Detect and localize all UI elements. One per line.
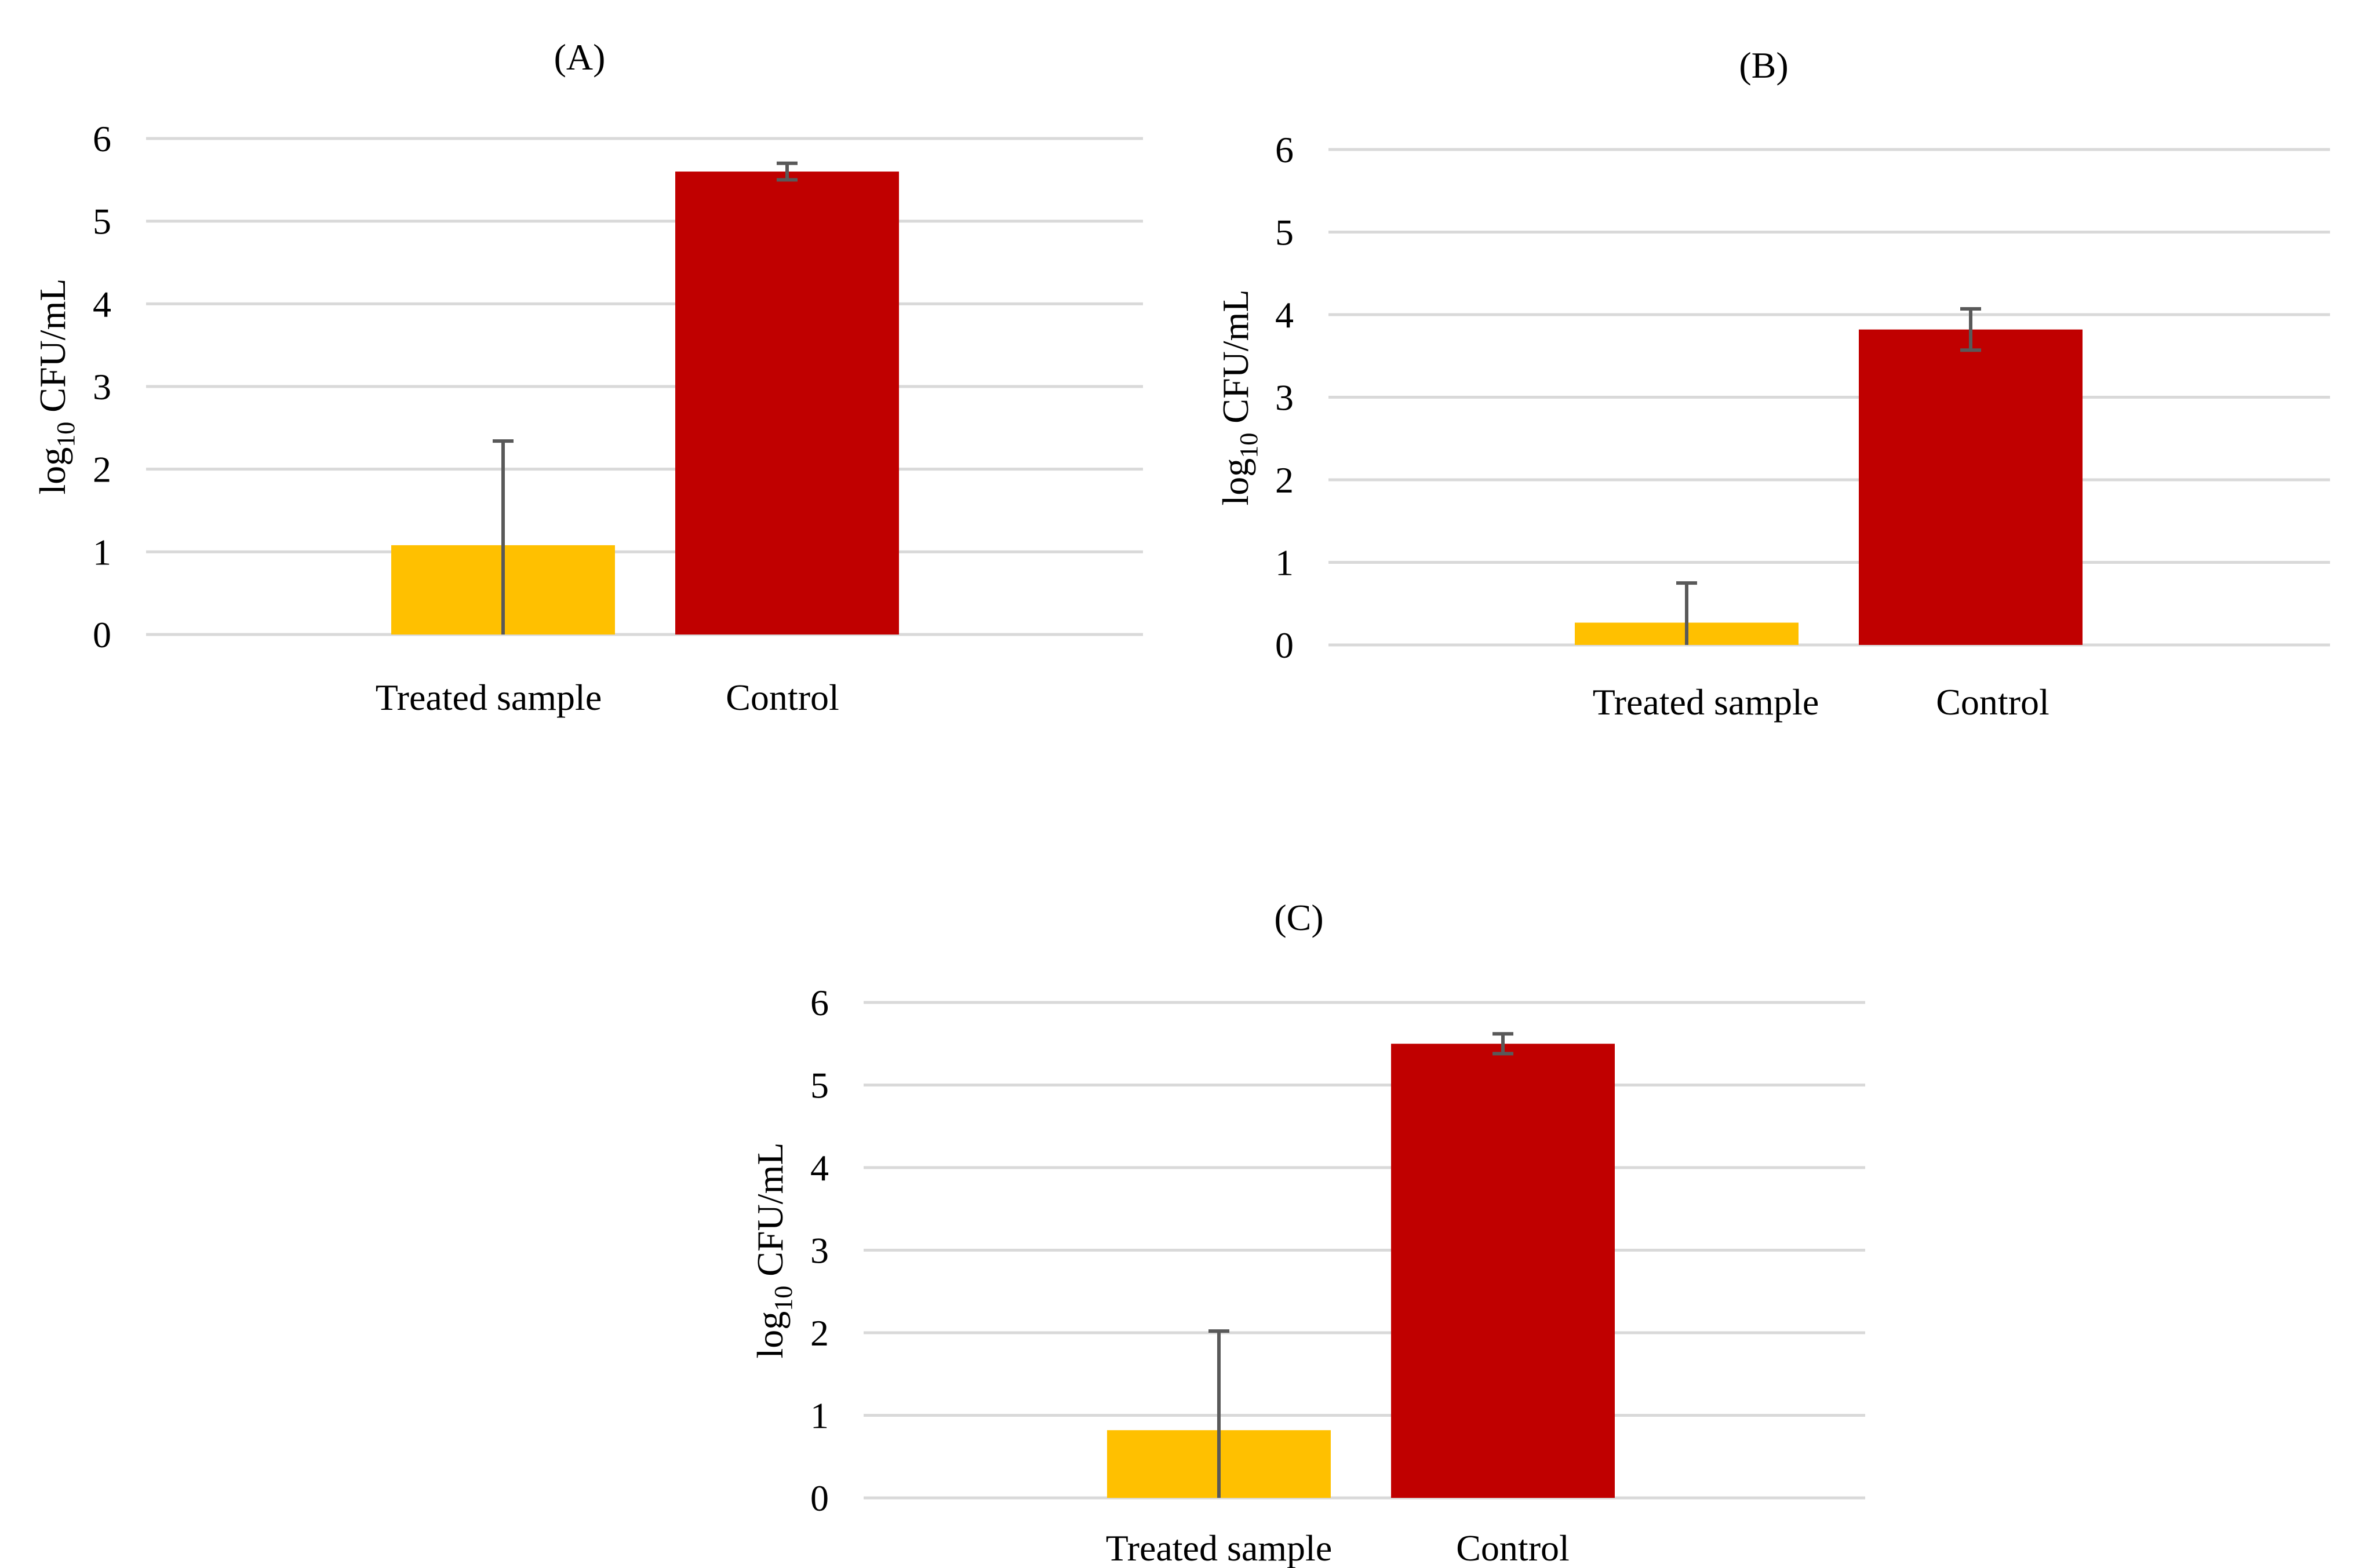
y-tick-label: 1	[810, 1395, 829, 1436]
y-tick-label: 5	[1275, 212, 1294, 253]
category-label: Control	[726, 677, 839, 718]
y-tick-label: 0	[1275, 625, 1294, 666]
error-bar	[1492, 1032, 1513, 1056]
y-axis-label-subscript: 10	[1235, 433, 1263, 458]
y-axis-label: log10 CFU/mL	[1215, 290, 1263, 506]
y-tick-label: 3	[1275, 377, 1294, 418]
y-axis-label-units: CFU/mL	[1215, 290, 1256, 433]
error-bar	[1960, 307, 1981, 352]
y-axis-label: log10 CFU/mL	[32, 279, 80, 495]
y-tick-label: 1	[93, 531, 111, 572]
y-tick-label: 6	[1275, 129, 1294, 170]
category-label: Treated sample	[1593, 681, 1819, 723]
y-tick-label: 0	[810, 1478, 829, 1519]
bar-control	[1859, 329, 2083, 645]
y-tick-label: 2	[1275, 460, 1294, 501]
chart-panel-b: (B) 0 1 2 3 4 5 6 log10 CFU/mL Treated sample Cont…	[1215, 45, 2330, 723]
y-tick-label: 6	[93, 118, 111, 159]
y-axis-label-base: log	[749, 1311, 791, 1359]
y-tick-label: 3	[93, 366, 111, 407]
bar-control	[675, 172, 899, 635]
chart-title: (B)	[1739, 45, 1788, 86]
category-label: Treated sample	[376, 677, 602, 718]
y-tick-label: 3	[810, 1230, 829, 1271]
y-axis-label-subscript: 10	[769, 1286, 798, 1311]
y-tick-label: 0	[93, 614, 111, 655]
category-label: Control	[1456, 1527, 1570, 1568]
y-tick-label: 2	[93, 449, 111, 490]
y-tick-label: 4	[810, 1147, 829, 1188]
category-label: Control	[1936, 681, 2049, 723]
y-tick-label: 2	[810, 1312, 829, 1354]
y-axis-label-units: CFU/mL	[749, 1143, 791, 1286]
error-bar	[777, 161, 798, 182]
y-tick-label: 5	[810, 1065, 829, 1106]
y-axis-label-base: log	[1215, 458, 1256, 506]
bar-control	[1391, 1044, 1615, 1498]
y-axis-label-subscript: 10	[52, 422, 80, 447]
category-label: Treated sample	[1106, 1527, 1332, 1568]
chart-panel-a: (A) 0 1 2 3 4 5 6 log10 CFU/mL Treated sample Cont…	[32, 37, 1143, 718]
error-bar	[1208, 1329, 1229, 1498]
error-bar	[493, 439, 514, 635]
error-bar	[1676, 581, 1697, 645]
y-axis-label-base: log	[32, 447, 73, 495]
y-tick-label: 4	[1275, 294, 1294, 336]
y-tick-label: 6	[810, 982, 829, 1023]
chart-title: (A)	[554, 37, 606, 78]
chart-panel-c: (C) 0 1 2 3 4 5 6 log10 CFU/mL Treated sample Cont…	[749, 897, 1865, 1568]
y-tick-label: 1	[1275, 542, 1294, 584]
y-axis-label-units: CFU/mL	[32, 279, 73, 422]
chart-title: (C)	[1274, 897, 1323, 938]
y-tick-label: 4	[93, 283, 111, 324]
y-tick-label: 5	[93, 201, 111, 242]
y-axis-label: log10 CFU/mL	[749, 1143, 798, 1359]
